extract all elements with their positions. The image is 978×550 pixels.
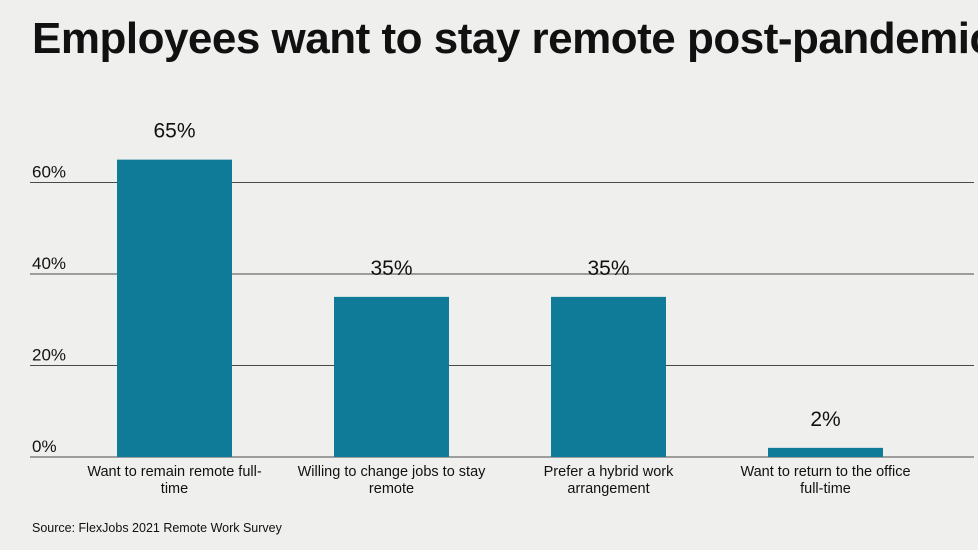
x-tick-label-line: Want to remain remote full- bbox=[87, 464, 261, 480]
y-tick-label: 40% bbox=[32, 254, 66, 273]
data-label: 65% bbox=[153, 120, 195, 143]
data-label: 35% bbox=[370, 257, 412, 280]
x-tick-label-line: full-time bbox=[800, 481, 851, 497]
x-tick-label: Want to remain remote full-time bbox=[87, 464, 261, 497]
bar bbox=[334, 296, 449, 457]
data-label: 35% bbox=[587, 257, 629, 280]
x-tick-label: Prefer a hybrid work arrangement bbox=[544, 464, 674, 497]
x-tick-label: Want to return to the office full-time bbox=[740, 464, 910, 497]
y-tick-label: 20% bbox=[32, 346, 66, 365]
x-tick-label-line: arrangement bbox=[567, 481, 649, 497]
x-tick-label-line: Willing to change jobs to stay bbox=[298, 464, 487, 480]
x-tick-label-line: remote bbox=[369, 481, 414, 497]
y-tick-label: 0% bbox=[32, 437, 57, 456]
bar bbox=[551, 296, 666, 457]
data-label: 2% bbox=[810, 408, 840, 431]
x-tick-label-line: Want to return to the office bbox=[740, 464, 910, 480]
chart-title: Employees want to stay remote post-pande… bbox=[32, 14, 978, 63]
bar bbox=[117, 159, 232, 457]
bar bbox=[768, 447, 883, 457]
x-tick-label: Willing to change jobs to stay remote bbox=[298, 464, 487, 497]
y-tick-label: 60% bbox=[32, 163, 66, 182]
x-tick-label-line: time bbox=[161, 481, 188, 497]
bars bbox=[117, 159, 883, 457]
x-tick-label-line: Prefer a hybrid work bbox=[544, 464, 674, 480]
source-note: Source: FlexJobs 2021 Remote Work Survey bbox=[32, 521, 282, 535]
labels: 0% 20% 40% 60% 65% Want to remain remote full… bbox=[32, 120, 911, 497]
